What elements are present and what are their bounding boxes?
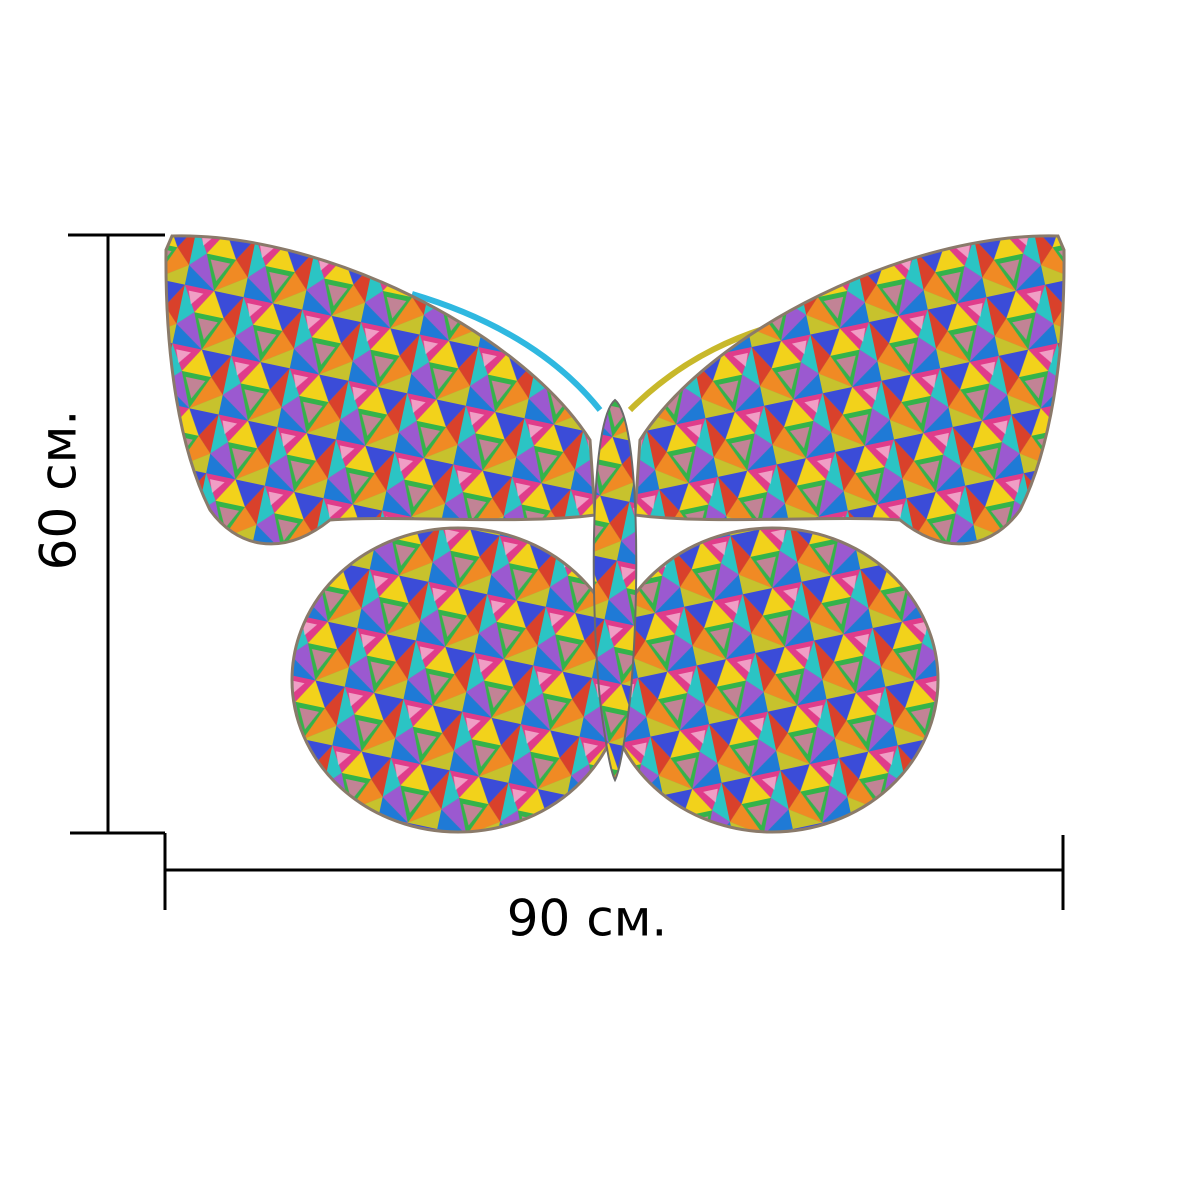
antenna [411, 291, 603, 412]
height-label: 60 см. [30, 410, 88, 571]
left-wings [164, 234, 626, 834]
height-dimension: 60 см. [30, 233, 165, 835]
butterfly [164, 234, 1066, 834]
right-wings [604, 234, 1066, 834]
width-dimension: 90 см. [163, 833, 1065, 948]
body [592, 398, 638, 783]
width-label: 90 см. [507, 890, 668, 948]
